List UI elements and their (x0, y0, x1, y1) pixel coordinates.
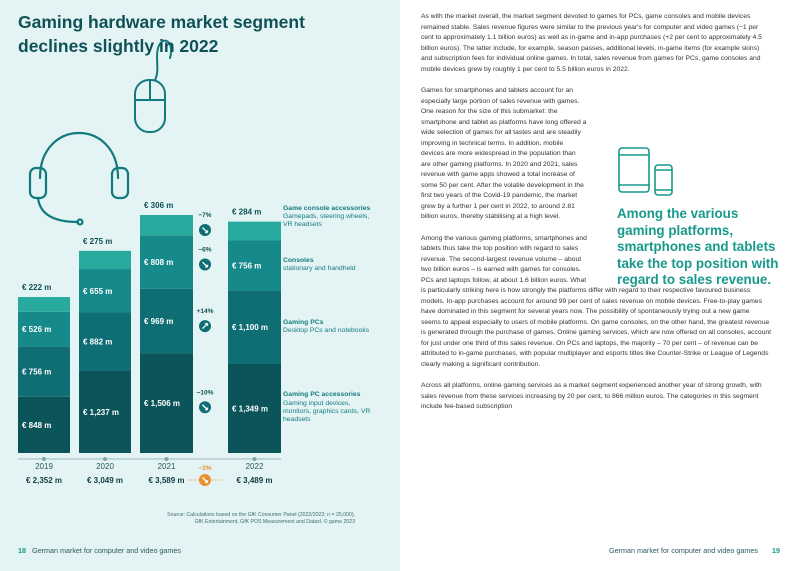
value-label: € 808 m (144, 258, 173, 267)
value-label: € 526 m (22, 325, 51, 334)
value-label: € 1,506 m (144, 399, 180, 408)
total-change-label: −3% (198, 465, 211, 472)
legend-description: Gamepads, steering wheels, VR headsets (283, 212, 370, 229)
paragraph: Among the various gaming platforms, smar… (421, 234, 771, 368)
change-label: −6% (198, 247, 211, 254)
bar-segment (228, 290, 281, 364)
body-text: As with the market overall, the market s… (421, 12, 771, 424)
title-line: declines slightly in 2022 (18, 36, 219, 56)
value-label: € 1,349 m (232, 404, 268, 413)
bar-segment (18, 311, 70, 347)
value-label: € 882 m (83, 338, 112, 347)
page-number: 19 (772, 546, 780, 555)
value-label: € 756 m (22, 368, 51, 377)
bar-segment (79, 370, 131, 453)
legend-name: Gaming PCs (283, 318, 324, 326)
legend-description: stationary and handheld (283, 265, 356, 273)
legend-name: Game console accessories (283, 204, 371, 212)
change-icon-arrow (202, 261, 209, 268)
legend-item: Gaming PCs Desktop PCs and notebooks (283, 319, 373, 336)
value-label: € 1,237 m (83, 408, 119, 417)
value-label: € 306 m (144, 201, 173, 210)
legend-item: Gaming PC accessories Gaming input device… (283, 391, 373, 425)
legend-description: Gaming input devices, monitors, graphics… (283, 399, 371, 424)
legend-description: Desktop PCs and notebooks (283, 326, 370, 334)
x-tick-label: 2020 (96, 462, 114, 471)
bar-segment (18, 297, 70, 312)
source-line: GfK Entertainment, GfK POS Measurement a… (194, 518, 355, 525)
value-label: € 222 m (22, 283, 51, 292)
footer: German market for computer and video gam… (609, 546, 786, 555)
paragraph: Games for smartphones and tablets accoun… (421, 87, 587, 220)
bar-segment (18, 346, 70, 397)
bar-segment (18, 396, 70, 453)
paragraph: As with the market overall, the market s… (421, 13, 762, 73)
bar-segment (79, 250, 131, 270)
left-page: € 848 m € 756 m € 526 m € 222 m 2019 € 2,352 … (0, 0, 400, 571)
total-label: € 3,049 m (87, 476, 123, 485)
value-label: € 275 m (83, 237, 112, 246)
value-label: € 756 m (232, 262, 261, 271)
value-label: € 969 m (144, 317, 173, 326)
total-label: € 2,352 m (26, 476, 62, 485)
timeline-dot (103, 457, 107, 461)
change-icon-arrow (202, 227, 209, 234)
legend-name: Gaming PC accessories (283, 391, 361, 399)
source: Source: Calculations based on the GfK Co… (167, 512, 355, 526)
timeline-dot (42, 457, 46, 461)
total-label: € 3,589 m (148, 476, 184, 485)
page-number: 18 (18, 546, 26, 555)
bar-segment (228, 363, 281, 453)
bar-segment (140, 353, 193, 453)
bar-segment (228, 221, 281, 241)
timeline-dot (164, 457, 169, 461)
change-label: −10% (197, 389, 214, 396)
footer: 18 German market for computer and video g… (18, 546, 181, 555)
title-line: Gaming hardware market segment (18, 12, 305, 32)
x-tick-label: 2022 (246, 462, 264, 471)
value-label: € 848 m (22, 421, 51, 430)
bar-segment (79, 269, 131, 313)
title: Gaming hardware market segment declines … (18, 10, 305, 58)
footer-text: German market for computer and video gam… (32, 546, 182, 555)
bar-segment (140, 288, 193, 354)
headset-icon (28, 132, 130, 226)
paragraph: Across all platforms, online gaming serv… (421, 382, 762, 410)
value-label: € 284 m (232, 208, 261, 217)
bar-segment (228, 240, 281, 291)
devices-icon (618, 147, 673, 196)
x-tick-label: 2019 (35, 462, 53, 471)
change-label: −7% (198, 212, 211, 219)
pull-quote: Among the various gaming platforms, smar… (617, 206, 779, 288)
footer-text: German market for computer and video gam… (608, 546, 758, 555)
legend-item: Game console accessories Gamepads, steeri… (283, 205, 373, 230)
bar-segment (140, 235, 193, 289)
change-label: +14% (197, 308, 214, 315)
total-change-icon-arrow (202, 477, 209, 484)
total-label: € 3,489 m (236, 476, 272, 485)
right-page: As with the market overall, the market s… (400, 0, 800, 571)
source-line: Source: Calculations based on the GfK Co… (167, 512, 355, 518)
bar-segment (79, 312, 131, 371)
change-icon-arrow (202, 404, 209, 411)
x-tick-label: 2021 (158, 462, 176, 471)
value-label: € 655 m (83, 287, 112, 296)
value-label: € 1,100 m (232, 323, 268, 332)
mouse-icon (134, 39, 173, 133)
legend-name: Consoles (283, 257, 314, 265)
timeline-dot (252, 457, 257, 461)
legend-item: Consoles stationary and handheld (283, 257, 373, 274)
change-icon-arrow (202, 322, 209, 330)
bar-segment (140, 215, 193, 236)
chart: € 848 m € 756 m € 526 m € 222 m 2019 € 2,352 … (18, 39, 281, 486)
